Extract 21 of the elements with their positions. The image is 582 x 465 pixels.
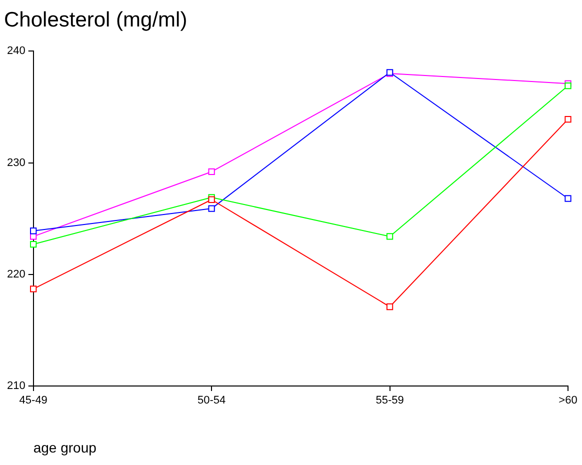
y-tick-label: 220 xyxy=(6,268,26,280)
x-tick-label: >60 xyxy=(558,394,578,407)
point xyxy=(564,116,572,123)
y-tick-label: 210 xyxy=(6,380,26,392)
y-tick-label: 230 xyxy=(6,156,26,169)
x-tick-label: 55-59 xyxy=(376,394,404,407)
point xyxy=(208,205,215,212)
point xyxy=(208,168,215,176)
point xyxy=(30,233,37,240)
point xyxy=(564,195,572,202)
chart-title: Cholesterol (mg/ml) xyxy=(4,8,188,32)
point xyxy=(30,240,37,248)
y-tick-label: 240 xyxy=(6,45,26,58)
point xyxy=(30,228,37,234)
x-axis-title: age group xyxy=(33,439,97,456)
point xyxy=(30,286,37,292)
x-tick-label: 45-49 xyxy=(19,394,48,407)
point xyxy=(386,303,394,310)
x-tick-label: 50-54 xyxy=(198,394,226,407)
point xyxy=(564,82,572,90)
point xyxy=(386,233,394,240)
